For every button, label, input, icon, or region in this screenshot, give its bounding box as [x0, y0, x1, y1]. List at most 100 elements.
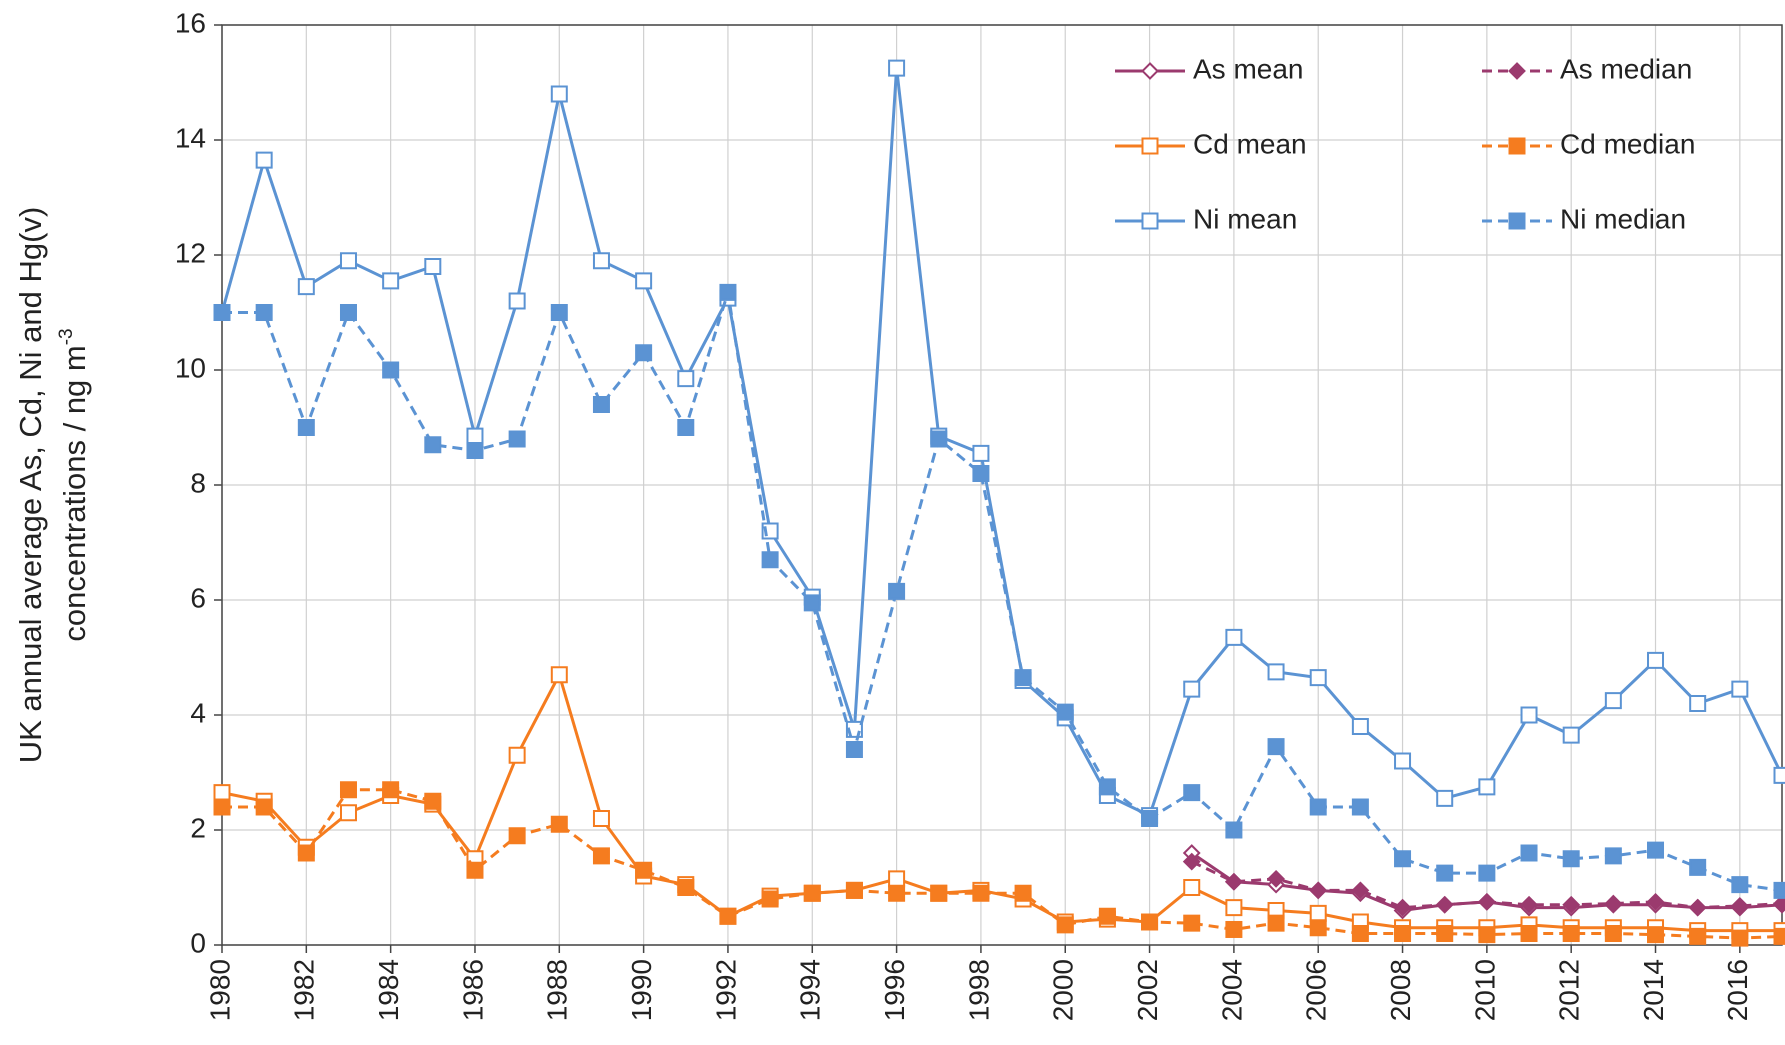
- data-marker: [1183, 914, 1201, 932]
- data-marker: [1394, 925, 1412, 942]
- data-marker: [1394, 752, 1412, 770]
- data-marker: [1520, 925, 1538, 942]
- data-marker: [761, 551, 779, 569]
- y-tick-label: 12: [175, 237, 206, 268]
- data-marker: [719, 283, 737, 301]
- x-tick-label: 1992: [710, 959, 741, 1021]
- legend-label: Cd mean: [1193, 128, 1307, 159]
- data-marker: [466, 861, 484, 879]
- data-marker: [930, 430, 948, 448]
- y-axis-title-line: concentrations / ng m: [57, 345, 92, 641]
- data-marker: [1309, 919, 1327, 937]
- x-tick-label: 2002: [1132, 959, 1163, 1021]
- x-tick-label: 1998: [963, 959, 994, 1021]
- data-marker: [1647, 651, 1665, 669]
- x-tick-label: 2004: [1216, 959, 1247, 1021]
- data-marker: [1477, 892, 1496, 911]
- data-marker: [635, 861, 653, 879]
- data-marker: [1183, 784, 1201, 802]
- x-tick-label: 2014: [1638, 959, 1669, 1021]
- y-axis-title: UK annual average As, Cd, Ni and Hg(v) co…: [13, 207, 92, 764]
- data-marker: [255, 798, 273, 816]
- data-marker: [1773, 881, 1785, 899]
- data-marker: [339, 252, 357, 270]
- x-tick-label: 1996: [879, 959, 910, 1021]
- data-marker: [1014, 669, 1032, 687]
- data-marker: [1224, 872, 1243, 891]
- data-marker: [1014, 884, 1032, 902]
- data-marker: [1182, 852, 1201, 871]
- x-tick-label: 1986: [457, 959, 488, 1021]
- data-marker: [1436, 789, 1454, 807]
- data-marker: [592, 810, 610, 827]
- data-marker: [592, 252, 610, 270]
- data-marker: [508, 292, 526, 310]
- data-marker: [635, 344, 653, 362]
- data-marker: [719, 907, 737, 925]
- data-marker: [1604, 692, 1622, 710]
- data-marker: [1562, 726, 1580, 744]
- data-marker: [213, 784, 231, 802]
- x-tick-label: 1984: [373, 959, 404, 1021]
- data-marker: [1309, 798, 1327, 816]
- data-marker: [1562, 895, 1581, 914]
- data-marker: [1478, 864, 1496, 882]
- data-marker: [888, 884, 906, 902]
- data-marker: [972, 465, 990, 482]
- data-marker: [803, 594, 821, 612]
- data-marker: [550, 304, 568, 321]
- x-tick-label: 1982: [289, 959, 320, 1021]
- data-marker: [1394, 850, 1412, 868]
- data-marker: [1731, 680, 1749, 698]
- data-marker: [1056, 916, 1074, 934]
- legend-label: As mean: [1193, 53, 1304, 84]
- data-marker: [1056, 703, 1074, 721]
- data-marker: [1267, 663, 1285, 681]
- series-line: [222, 291, 1783, 892]
- legend-marker: [1141, 62, 1159, 80]
- data-marker: [466, 442, 484, 459]
- data-marker: [1225, 899, 1243, 917]
- legend-marker: [1508, 212, 1526, 230]
- data-marker: [1562, 850, 1580, 868]
- data-marker: [1604, 925, 1622, 942]
- data-marker: [592, 847, 610, 865]
- data-marker: [845, 881, 863, 899]
- legend-marker: [1508, 137, 1526, 155]
- legend-marker: [1141, 212, 1159, 230]
- data-marker: [339, 781, 357, 799]
- y-axis-title-exponent: -3: [56, 328, 77, 345]
- data-marker: [1730, 896, 1749, 915]
- data-marker: [677, 419, 695, 436]
- data-marker: [1267, 914, 1285, 932]
- data-marker: [1773, 894, 1785, 913]
- data-marker: [1351, 798, 1369, 816]
- data-marker: [1351, 718, 1369, 735]
- data-marker: [550, 666, 568, 684]
- data-marker: [339, 804, 357, 822]
- data-marker: [1478, 778, 1496, 796]
- data-marker: [508, 430, 526, 448]
- data-marker: [803, 884, 821, 902]
- y-tick-label: 14: [175, 122, 206, 153]
- data-marker: [1520, 844, 1538, 862]
- data-marker: [382, 272, 400, 290]
- data-marker: [1436, 864, 1454, 882]
- data-marker: [1646, 892, 1665, 911]
- x-tick-label: 1990: [626, 959, 657, 1021]
- data-marker: [1647, 926, 1665, 944]
- data-marker: [1141, 810, 1159, 827]
- data-marker: [845, 741, 863, 758]
- data-marker: [1478, 926, 1496, 944]
- data-marker: [424, 792, 442, 810]
- x-tick-label: 2010: [1469, 959, 1500, 1021]
- data-marker: [1773, 766, 1785, 784]
- x-tick-label: 2000: [1048, 959, 1079, 1021]
- data-marker: [339, 304, 357, 321]
- data-marker: [508, 746, 526, 764]
- data-marker: [1647, 841, 1665, 859]
- data-marker: [424, 258, 442, 275]
- data-marker: [382, 361, 400, 379]
- data-marker: [1351, 881, 1370, 900]
